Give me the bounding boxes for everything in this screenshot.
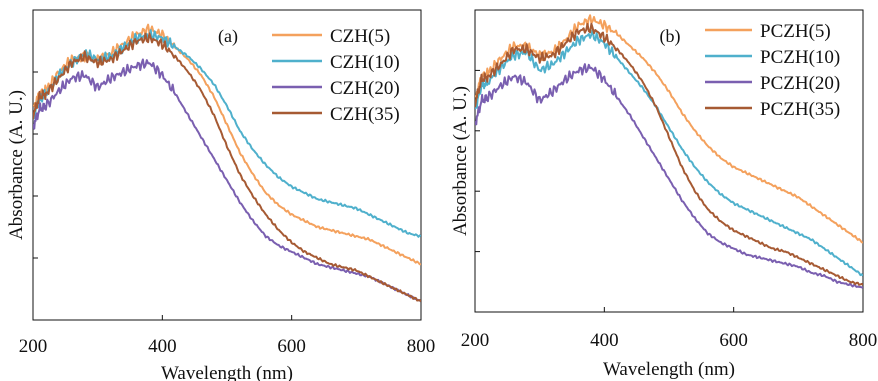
series-line-CZH(35): [33, 32, 421, 303]
x-tick-label-600: 600: [719, 330, 748, 351]
plot-frame: [474, 9, 864, 313]
legend-label-CZH(10): CZH(10): [330, 52, 400, 73]
plot-frame: [32, 9, 422, 321]
series-line-CZH(20): [33, 58, 421, 303]
series-line-PCZH(35): [475, 22, 863, 286]
legend-label-PCZH(20): PCZH(20): [760, 73, 840, 94]
x-tick-label-400: 400: [590, 330, 619, 351]
series-line-PCZH(5): [475, 14, 863, 244]
panel-a: 200 400 600 800 Wavelength (nm) Absorbance (A…: [6, 9, 436, 381]
series-group: [475, 14, 863, 289]
x-axis-label: Wavelength (nm): [603, 359, 735, 380]
y-axis-label: Absorbance (A. U.): [450, 86, 471, 236]
x-tick-label-200: 200: [19, 336, 48, 357]
legend-label-PCZH(10): PCZH(10): [760, 47, 840, 68]
x-tick-label-200: 200: [461, 330, 490, 351]
legend-label-CZH(35): CZH(35): [330, 104, 400, 125]
legend-label-PCZH(5): PCZH(5): [760, 21, 831, 42]
series-group: [33, 23, 421, 303]
series-line-PCZH(20): [475, 63, 863, 289]
legend-label-CZH(20): CZH(20): [330, 78, 400, 99]
x-tick-label-800: 800: [407, 336, 436, 357]
legend-label-CZH(5): CZH(5): [330, 26, 390, 47]
series-line-CZH(10): [33, 29, 421, 238]
x-tick-label-400: 400: [148, 336, 177, 357]
panel-label: (a): [218, 26, 238, 47]
legend: PCZH(5) PCZH(10) PCZH(20) PCZH(35): [705, 21, 840, 120]
y-axis-label: Absorbance (A. U.): [6, 90, 27, 240]
x-tick-label-800: 800: [849, 330, 878, 351]
x-axis-label: Wavelength (nm): [161, 363, 293, 381]
legend: CZH(5) CZH(10) CZH(20) CZH(35): [272, 26, 400, 125]
panel-b: 200 400 600 800 Wavelength (nm) Absorbance (A…: [450, 9, 878, 380]
legend-label-PCZH(35): PCZH(35): [760, 99, 840, 120]
x-tick-label-600: 600: [277, 336, 306, 357]
panel-label: (b): [660, 26, 681, 47]
